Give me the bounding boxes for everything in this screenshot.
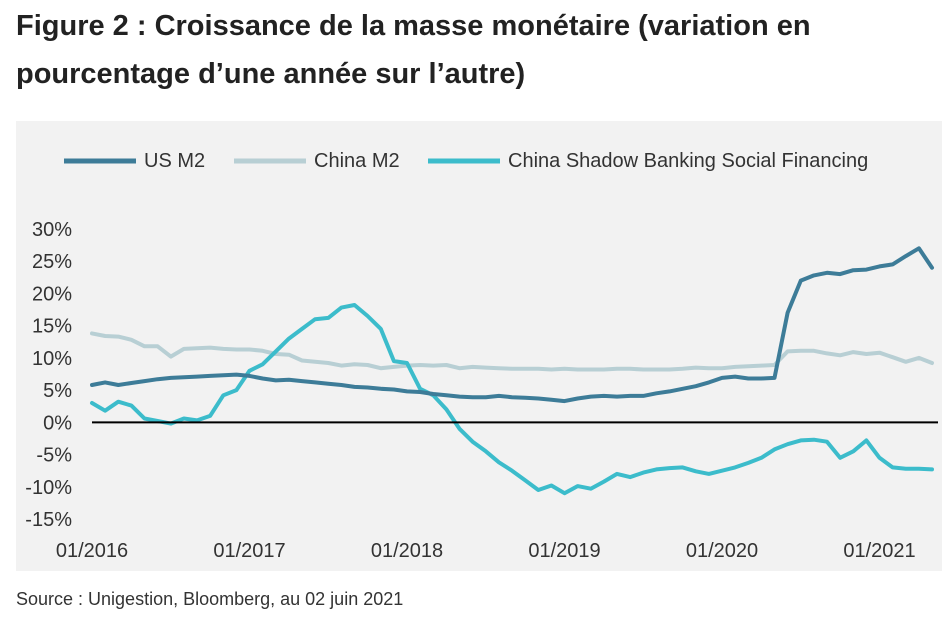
chart-panel: US M2 China M2 China Shadow Banking Soci… <box>16 121 942 571</box>
legend-label-us-m2: US M2 <box>144 150 205 172</box>
x-tick-label: 01/2021 <box>843 540 915 562</box>
x-tick-label: 01/2016 <box>56 540 128 562</box>
line-chart: US M2 China M2 China Shadow Banking Soci… <box>25 150 938 562</box>
legend-label-china-m2: China M2 <box>314 150 400 172</box>
series-line-china-m2 <box>90 331 934 372</box>
legend-item-china-m2: China M2 <box>234 150 400 172</box>
y-tick-label: 15% <box>32 316 72 338</box>
source-note: Source : Unigestion, Bloomberg, au 02 ju… <box>16 589 404 609</box>
y-axis-ticks: 30% 25% 20% 15% 10% 5% 0% -5% -10% -15% <box>25 219 72 531</box>
y-tick-label: 5% <box>43 380 72 402</box>
x-tick-label: 01/2020 <box>686 540 758 562</box>
y-tick-label: 30% <box>32 219 72 241</box>
x-tick-label: 01/2017 <box>213 540 285 562</box>
series-layer <box>90 246 934 496</box>
x-tick-label: 01/2018 <box>371 540 443 562</box>
y-tick-label: -10% <box>25 477 72 499</box>
x-tick-label: 01/2019 <box>528 540 600 562</box>
y-tick-label: -5% <box>36 445 72 467</box>
x-axis-ticks: 01/2016 01/2017 01/2018 01/2019 01/2020 01/20… <box>56 540 916 562</box>
y-tick-label: 0% <box>43 412 72 434</box>
figure-title: Figure 2 : Croissance de la masse monéta… <box>16 10 811 90</box>
y-tick-label: -15% <box>25 509 72 531</box>
y-tick-label: 20% <box>32 283 72 305</box>
y-tick-label: 10% <box>32 348 72 370</box>
legend-label-china-shadow: China Shadow Banking Social Financing <box>508 150 868 172</box>
y-tick-label: 25% <box>32 251 72 273</box>
series-line-china-shadow <box>90 303 934 496</box>
legend-item-china-shadow: China Shadow Banking Social Financing <box>428 150 868 172</box>
series-line-us-m2 <box>90 246 934 404</box>
legend: US M2 China M2 China Shadow Banking Soci… <box>64 150 868 172</box>
legend-item-us-m2: US M2 <box>64 150 205 172</box>
